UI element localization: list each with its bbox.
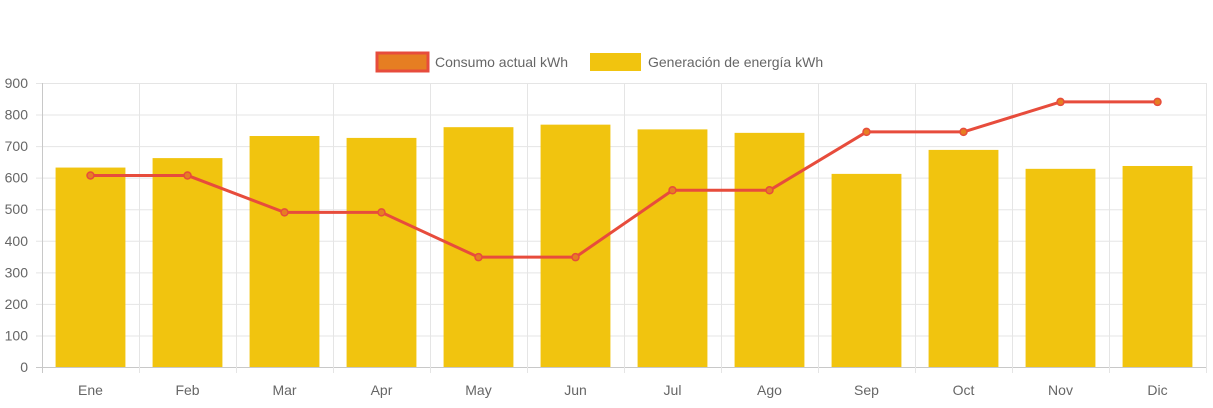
bar	[1025, 168, 1096, 367]
bar	[55, 167, 126, 367]
legend-item-consumo[interactable]: Consumo actual kWh	[375, 51, 568, 73]
bar	[249, 136, 320, 367]
line-point	[765, 186, 774, 195]
y-tick-label: 200	[5, 296, 29, 312]
line-point	[959, 127, 968, 137]
x-tick-label: Jul	[664, 382, 682, 398]
gridlines	[36, 83, 1207, 373]
y-tick-label: 800	[5, 107, 29, 123]
bar	[734, 132, 805, 367]
line-point	[86, 171, 95, 180]
line-point	[1153, 97, 1162, 107]
legend-label-consumo: Consumo actual kWh	[435, 54, 568, 70]
x-tick-label: Ago	[757, 382, 782, 398]
line-point	[474, 252, 483, 262]
line-point	[571, 252, 580, 262]
bar	[540, 124, 611, 367]
y-tick-label: 0	[20, 359, 28, 375]
line-point	[280, 208, 289, 217]
legend-item-generacion[interactable]: Generación de energía kWh	[590, 53, 823, 71]
y-tick-label: 600	[5, 170, 29, 186]
bar	[831, 173, 902, 367]
bar	[1122, 165, 1193, 367]
legend: Consumo actual kWh Generación de energía…	[375, 51, 823, 73]
y-tick-label: 300	[5, 264, 29, 280]
line-point	[1056, 97, 1065, 107]
x-tick-label: May	[465, 382, 491, 398]
line-point	[183, 171, 192, 180]
legend-swatch-consumo	[375, 51, 430, 73]
x-tick-label: Nov	[1048, 382, 1073, 398]
series-line	[90, 100, 1158, 259]
x-tick-label: Mar	[272, 382, 296, 398]
bar	[928, 149, 999, 367]
bar	[152, 158, 223, 367]
y-tick-label: 100	[5, 327, 29, 343]
line-point	[862, 127, 871, 137]
bar	[637, 129, 708, 367]
bar	[346, 137, 417, 367]
x-tick-label: Ene	[78, 382, 103, 398]
x-axis: Ene Feb Mar Apr May Jun Jul Ago Sep Oct Nov Dic	[78, 382, 1168, 398]
bar-series-generacion	[55, 124, 1193, 367]
line-point	[377, 208, 386, 217]
legend-label-generacion: Generación de energía kWh	[648, 54, 823, 70]
x-tick-label: Apr	[371, 382, 393, 398]
y-tick-label: 400	[5, 233, 29, 249]
legend-swatch-generacion	[590, 53, 641, 71]
y-tick-label: 900	[5, 75, 29, 91]
x-tick-label: Feb	[175, 382, 199, 398]
y-tick-label: 500	[5, 201, 29, 217]
x-tick-label: Dic	[1147, 382, 1167, 398]
line-point	[668, 186, 677, 195]
line-series-consumo	[86, 97, 1162, 262]
y-tick-label: 700	[5, 138, 29, 154]
y-axis: 0 100 200 300 400 500 600 700 800 900	[5, 75, 29, 375]
x-tick-label: Sep	[854, 382, 879, 398]
x-tick-label: Oct	[953, 382, 975, 398]
x-tick-label: Jun	[564, 382, 587, 398]
